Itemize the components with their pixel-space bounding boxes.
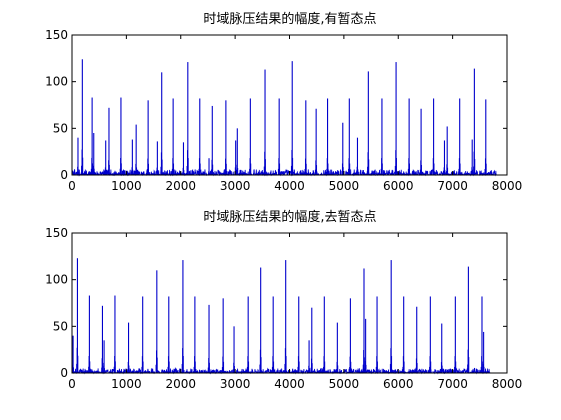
- subplot-top-ytick-label-100: 100: [45, 75, 68, 89]
- subplot-top-yticks: 0 50 100 150: [45, 28, 507, 182]
- subplot-top-xtick-label-8000: 8000: [492, 179, 523, 193]
- subplot-bottom: 时域脉压结果的幅度,去暂态点 0 1000 2000 3000 4000 5000 6000…: [45, 209, 522, 391]
- subplot-top-xtick-label-4000: 4000: [274, 179, 305, 193]
- subplot-bottom-xtick-label-5000: 5000: [329, 377, 360, 391]
- subplot-bottom-ytick-label-100: 100: [45, 273, 68, 287]
- subplot-top-xtick-label-1000: 1000: [111, 179, 142, 193]
- subplot-bottom-xtick-label-0: 0: [68, 377, 76, 391]
- subplot-bottom-title: 时域脉压结果的幅度,去暂态点: [203, 209, 376, 225]
- subplot-top-title: 时域脉压结果的幅度,有暂态点: [203, 11, 376, 27]
- subplot-bottom-yticks: 0 50 100 150: [45, 226, 507, 380]
- subplot-bottom-ytick-label-50: 50: [53, 319, 68, 333]
- subplot-bottom-xtick-label-4000: 4000: [274, 377, 305, 391]
- subplot-top-xtick-label-7000: 7000: [437, 179, 468, 193]
- subplot-top-xticks: 0 1000 2000 3000 4000 5000 6000 7000 8000: [68, 35, 522, 193]
- subplot-bottom-xtick-label-6000: 6000: [383, 377, 414, 391]
- subplot-top-xtick-label-2000: 2000: [165, 179, 196, 193]
- subplot-bottom-ytick-label-150: 150: [45, 226, 68, 240]
- subplot-bottom-xtick-label-2000: 2000: [165, 377, 196, 391]
- subplot-top-xtick-label-0: 0: [68, 179, 76, 193]
- subplot-bottom-xtick-label-8000: 8000: [492, 377, 523, 391]
- subplot-top-xtick-label-3000: 3000: [220, 179, 251, 193]
- subplot-top-ytick-label-0: 0: [60, 168, 68, 182]
- subplot-bottom-xtick-label-7000: 7000: [437, 377, 468, 391]
- subplot-top-xtick-label-5000: 5000: [329, 179, 360, 193]
- subplot-bottom-ytick-label-0: 0: [60, 366, 68, 380]
- subplot-top-ytick-label-50: 50: [53, 121, 68, 135]
- subplot-top-xtick-label-6000: 6000: [383, 179, 414, 193]
- subplot-top: 时域脉压结果的幅度,有暂态点 0 1000 2000 3000 4000 5000 6000…: [45, 11, 522, 193]
- subplot-bottom-xtick-label-3000: 3000: [220, 377, 251, 391]
- subplot-bottom-xtick-label-1000: 1000: [111, 377, 142, 391]
- subplot-top-ytick-label-150: 150: [45, 28, 68, 42]
- subplot-bottom-xticks: 0 1000 2000 3000 4000 5000 6000 7000 8000: [68, 233, 522, 391]
